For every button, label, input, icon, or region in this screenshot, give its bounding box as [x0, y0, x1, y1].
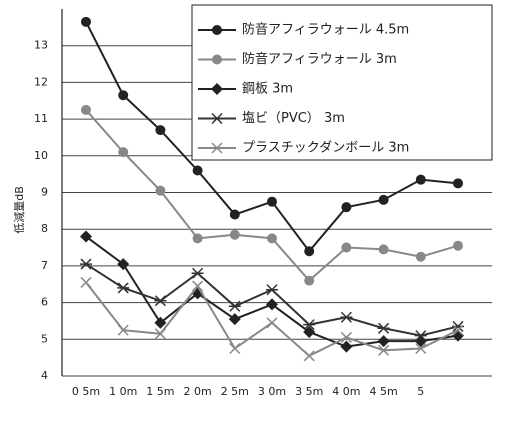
marker	[192, 280, 204, 292]
marker	[341, 242, 352, 253]
y-axis-label: 低減量dB	[12, 186, 26, 234]
x-tick-label: 2 0m	[183, 385, 211, 398]
x-tick-label: 0 5m	[72, 385, 100, 398]
marker	[154, 295, 167, 307]
marker	[117, 324, 129, 336]
marker	[415, 174, 426, 185]
marker	[228, 313, 241, 326]
x-tick-label: 3 0m	[258, 385, 286, 398]
marker	[266, 317, 278, 329]
y-tick-label: 11	[34, 112, 48, 125]
x-tick-label: 3 5m	[295, 385, 323, 398]
marker	[191, 267, 204, 279]
marker	[211, 112, 223, 125]
x-tick-label: 1 5m	[146, 385, 174, 398]
y-tick-label: 7	[41, 259, 48, 272]
marker	[228, 300, 241, 312]
marker	[192, 233, 203, 244]
y-tick-label: 5	[41, 332, 48, 345]
marker	[415, 342, 427, 355]
legend: 防音アフィラウォール 4.5m 防音アフィラウォール 3m 鋼板 3m 塩ビ（PVC）…	[191, 4, 493, 161]
legend-box	[191, 4, 493, 161]
marker	[304, 246, 315, 257]
marker	[377, 322, 390, 334]
x-tick-label: 4 0m	[332, 385, 360, 398]
y-tick-label: 12	[34, 75, 48, 88]
marker	[155, 125, 166, 136]
marker	[340, 340, 353, 353]
marker	[155, 185, 166, 196]
marker	[341, 202, 352, 213]
marker	[154, 316, 167, 329]
marker	[378, 194, 389, 205]
marker	[192, 165, 203, 176]
marker	[452, 324, 464, 336]
marker	[378, 344, 390, 356]
marker	[211, 142, 223, 154]
legend-label: 鋼板 3m	[242, 82, 293, 97]
marker	[80, 258, 92, 270]
marker	[229, 229, 240, 240]
marker	[266, 284, 278, 296]
legend-label: 塩ビ（PVC） 3m	[242, 111, 345, 126]
marker	[117, 258, 130, 271]
legend-label: 防音アフィラウォール 3m	[242, 51, 397, 67]
y-tick-label: 9	[41, 186, 48, 199]
marker	[267, 233, 277, 244]
marker	[154, 328, 166, 340]
marker	[267, 196, 277, 207]
marker	[340, 331, 352, 343]
marker	[118, 147, 129, 158]
y-tick-label: 8	[41, 222, 48, 235]
y-tick-label: 10	[34, 149, 48, 162]
marker	[453, 178, 463, 189]
x-tick-label: 4 5m	[369, 385, 397, 398]
legend-label: 防音アフィラウォール 4.5m	[242, 22, 409, 38]
marker	[80, 276, 92, 288]
marker	[414, 330, 427, 342]
marker	[304, 275, 315, 286]
marker	[118, 90, 129, 101]
marker	[117, 282, 130, 294]
marker	[377, 335, 390, 348]
x-tick-label: 5	[417, 385, 424, 398]
x-tick-label: 2 5m	[221, 385, 249, 398]
marker	[212, 25, 222, 35]
y-tick-label: 6	[41, 296, 48, 309]
marker	[378, 244, 389, 255]
marker	[303, 350, 315, 362]
marker	[303, 325, 316, 338]
y-tick-label: 13	[34, 39, 48, 52]
marker	[453, 240, 463, 251]
marker	[81, 104, 91, 115]
marker	[212, 54, 222, 65]
marker	[266, 298, 278, 311]
marker	[229, 209, 240, 220]
marker	[415, 251, 426, 262]
marker	[340, 311, 353, 323]
marker	[229, 342, 241, 355]
x-tick-label: 1 0m	[109, 385, 137, 398]
y-tick-label: 4	[41, 369, 48, 382]
marker	[211, 83, 223, 95]
marker	[303, 319, 316, 331]
marker	[80, 230, 92, 243]
marker	[81, 16, 91, 27]
legend-label: プラスチックダンボール 3m	[242, 141, 409, 156]
